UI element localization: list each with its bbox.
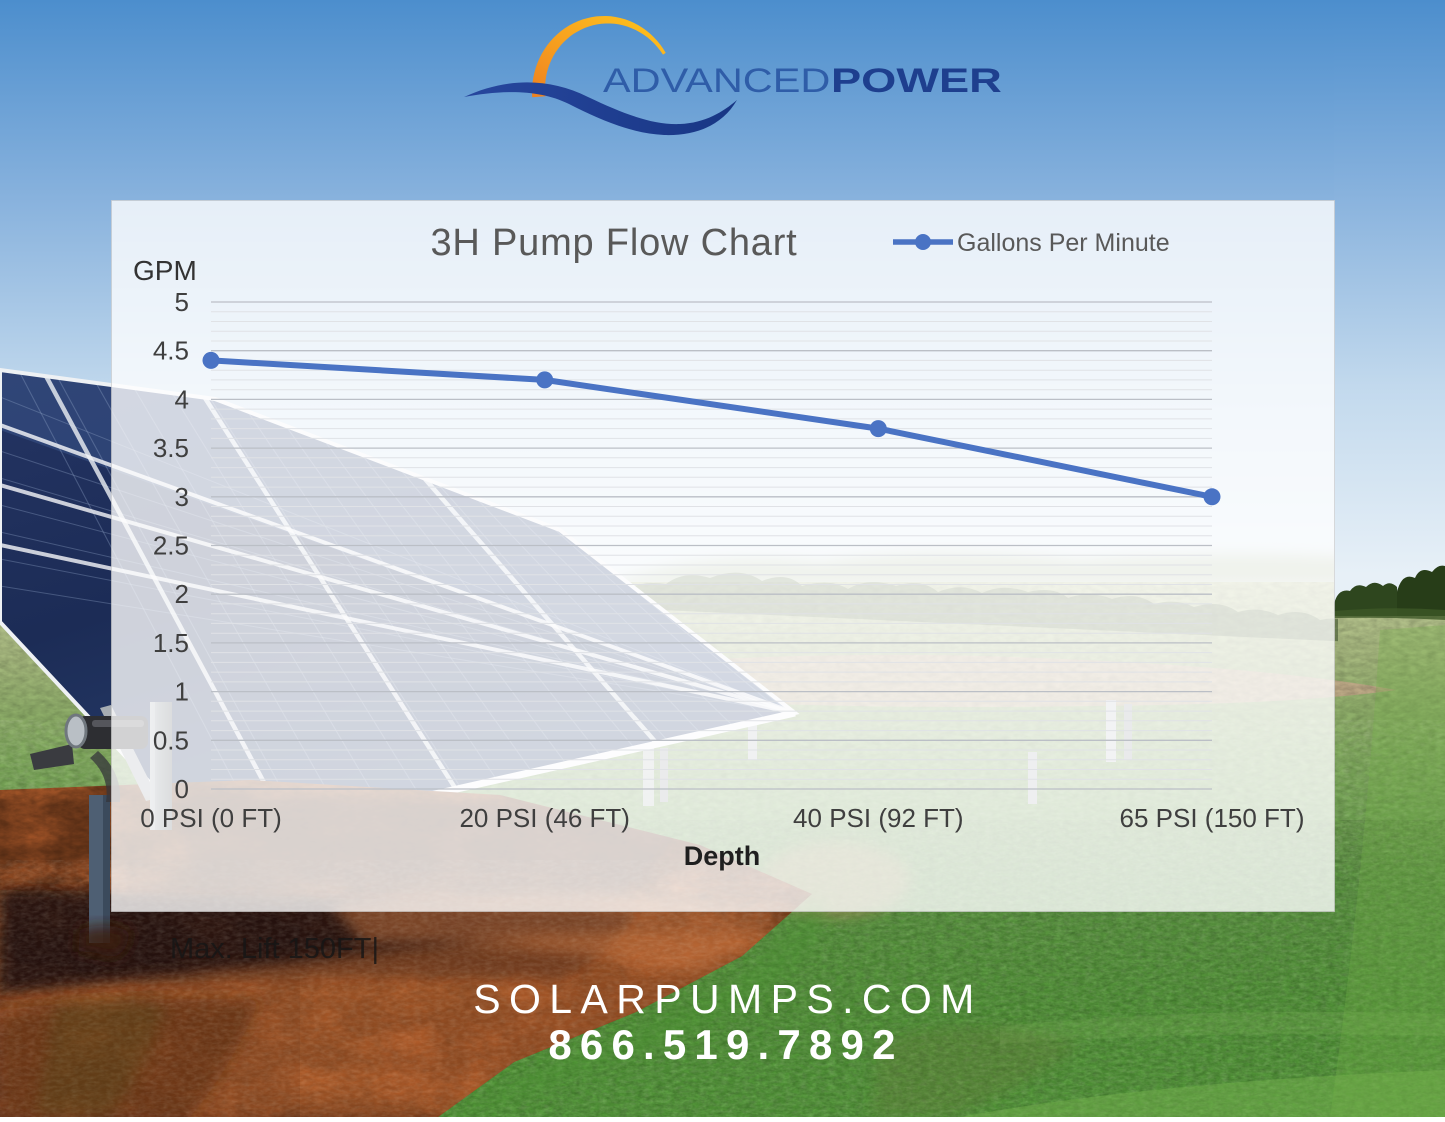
svg-text:ADVANCED: ADVANCED bbox=[603, 62, 830, 100]
svg-text:2: 2 bbox=[175, 579, 189, 609]
svg-text:20 PSI (46 FT): 20 PSI (46 FT) bbox=[459, 803, 630, 833]
svg-text:40 PSI (92 FT): 40 PSI (92 FT) bbox=[793, 803, 964, 833]
svg-text:3.5: 3.5 bbox=[153, 433, 189, 463]
svg-text:Max. Lift 150FT|: Max. Lift 150FT| bbox=[170, 933, 379, 965]
svg-text:GPM: GPM bbox=[133, 255, 197, 286]
svg-text:3H Pump Flow Chart: 3H Pump Flow Chart bbox=[430, 222, 797, 264]
svg-text:1: 1 bbox=[175, 677, 189, 707]
svg-text:4: 4 bbox=[175, 384, 189, 414]
svg-text:Depth: Depth bbox=[684, 841, 761, 871]
svg-text:866.519.7892: 866.519.7892 bbox=[548, 1021, 903, 1068]
svg-text:65 PSI (150 FT): 65 PSI (150 FT) bbox=[1120, 803, 1305, 833]
svg-text:5: 5 bbox=[175, 287, 189, 317]
svg-text:3: 3 bbox=[175, 482, 189, 512]
svg-text:0.5: 0.5 bbox=[153, 725, 189, 755]
svg-text:2.5: 2.5 bbox=[153, 531, 189, 561]
svg-text:0 PSI (0 FT): 0 PSI (0 FT) bbox=[140, 803, 282, 833]
svg-text:0: 0 bbox=[175, 774, 189, 804]
svg-text:SOLARPUMPS.COM: SOLARPUMPS.COM bbox=[473, 976, 982, 1022]
svg-text:1.5: 1.5 bbox=[153, 628, 189, 658]
svg-text:POWER: POWER bbox=[831, 62, 1002, 99]
svg-text:4.5: 4.5 bbox=[153, 336, 189, 366]
svg-text:Gallons Per Minute: Gallons Per Minute bbox=[957, 229, 1170, 257]
